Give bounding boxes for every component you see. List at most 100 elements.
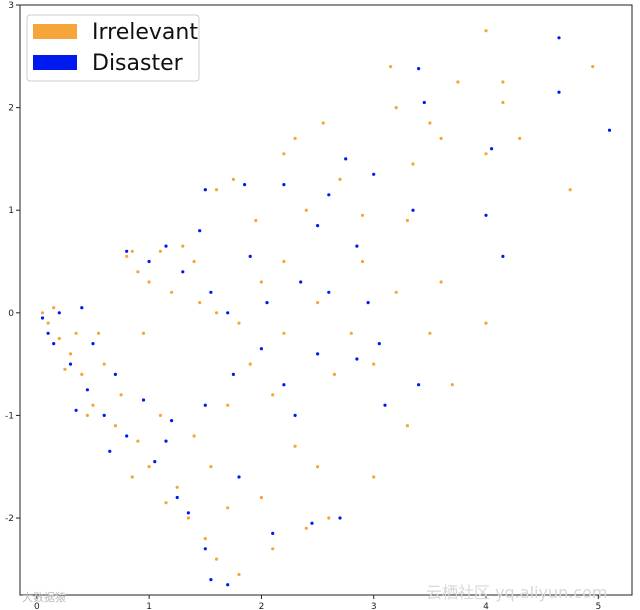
point-disaster <box>102 413 106 417</box>
point-irrelevant <box>181 244 185 248</box>
point-irrelevant <box>164 501 168 505</box>
point-irrelevant <box>349 331 353 335</box>
point-disaster <box>293 413 297 417</box>
point-irrelevant <box>394 290 398 294</box>
point-disaster <box>411 208 415 212</box>
point-disaster <box>226 583 230 587</box>
point-disaster <box>338 516 342 520</box>
point-irrelevant <box>568 188 572 192</box>
point-irrelevant <box>136 270 140 274</box>
point-irrelevant <box>439 136 443 140</box>
point-disaster <box>68 362 73 366</box>
point-irrelevant <box>125 254 129 258</box>
point-disaster <box>231 372 235 376</box>
point-disaster <box>557 90 561 94</box>
point-irrelevant <box>85 413 89 417</box>
point-disaster <box>282 183 286 187</box>
point-disaster <box>383 403 387 407</box>
point-disaster <box>316 352 320 356</box>
point-irrelevant <box>63 367 67 371</box>
x-axis: 0 1 2 3 4 5 <box>34 595 601 610</box>
data-points <box>40 29 612 587</box>
legend-swatch-disaster <box>33 55 77 70</box>
point-disaster <box>40 316 45 320</box>
point-disaster <box>344 157 348 161</box>
point-irrelevant <box>327 516 331 520</box>
point-irrelevant <box>130 249 134 253</box>
legend-swatch-irrelevant <box>33 24 77 39</box>
point-irrelevant <box>259 280 263 284</box>
point-irrelevant <box>158 249 162 253</box>
point-disaster <box>271 531 275 536</box>
point-irrelevant <box>52 306 56 310</box>
point-irrelevant <box>46 321 50 325</box>
point-irrelevant <box>321 121 325 125</box>
point-irrelevant <box>338 177 342 181</box>
point-irrelevant <box>456 80 460 84</box>
point-irrelevant <box>68 352 73 356</box>
point-disaster <box>316 224 320 228</box>
point-disaster <box>372 172 376 176</box>
watermark-right: 云栖社区 yq.aliyun.com <box>426 583 608 602</box>
point-disaster <box>52 342 56 346</box>
point-irrelevant <box>316 301 320 305</box>
point-irrelevant <box>74 331 78 335</box>
watermark-left: 大数据猿 <box>22 590 66 604</box>
point-disaster <box>147 259 151 264</box>
point-irrelevant <box>175 485 179 489</box>
point-irrelevant <box>192 434 196 438</box>
point-irrelevant <box>80 372 84 376</box>
point-irrelevant <box>450 383 454 387</box>
point-disaster <box>355 357 359 361</box>
point-irrelevant <box>501 100 505 105</box>
y-tick-label: 2 <box>8 104 14 114</box>
point-disaster <box>557 36 561 40</box>
point-disaster <box>259 347 263 351</box>
point-disaster <box>501 254 505 258</box>
legend: Irrelevant Disaster <box>26 14 200 82</box>
point-disaster <box>125 249 129 253</box>
legend-label-irrelevant: Irrelevant <box>92 20 198 45</box>
point-irrelevant <box>389 65 393 69</box>
point-irrelevant <box>484 152 488 156</box>
point-irrelevant <box>372 475 376 479</box>
point-irrelevant <box>282 259 286 264</box>
point-irrelevant <box>226 403 230 407</box>
point-disaster <box>265 301 269 305</box>
point-irrelevant <box>119 393 123 397</box>
point-irrelevant <box>237 321 241 325</box>
point-disaster <box>209 578 213 582</box>
point-irrelevant <box>40 311 45 315</box>
point-disaster <box>366 301 370 305</box>
point-disaster <box>46 331 50 335</box>
point-disaster <box>91 342 95 346</box>
point-irrelevant <box>209 465 213 469</box>
x-tick-label: 3 <box>371 602 377 610</box>
point-irrelevant <box>332 372 336 376</box>
point-irrelevant <box>214 557 219 561</box>
point-disaster <box>57 311 61 315</box>
point-disaster <box>181 270 185 274</box>
point-irrelevant <box>360 259 365 264</box>
point-disaster <box>170 419 174 423</box>
point-irrelevant <box>271 547 275 551</box>
point-irrelevant <box>405 424 409 428</box>
point-disaster <box>186 511 190 515</box>
point-irrelevant <box>271 393 275 397</box>
point-irrelevant <box>518 136 522 140</box>
point-disaster <box>327 193 331 197</box>
point-irrelevant <box>203 537 207 541</box>
point-irrelevant <box>113 424 117 428</box>
point-irrelevant <box>186 516 190 520</box>
point-disaster <box>310 521 314 525</box>
point-irrelevant <box>170 290 174 294</box>
point-disaster <box>422 100 426 105</box>
point-irrelevant <box>282 152 286 156</box>
point-disaster <box>417 67 421 71</box>
point-irrelevant <box>411 162 415 166</box>
x-tick-label: 4 <box>483 602 489 610</box>
point-irrelevant <box>198 301 202 305</box>
point-irrelevant <box>141 331 146 335</box>
